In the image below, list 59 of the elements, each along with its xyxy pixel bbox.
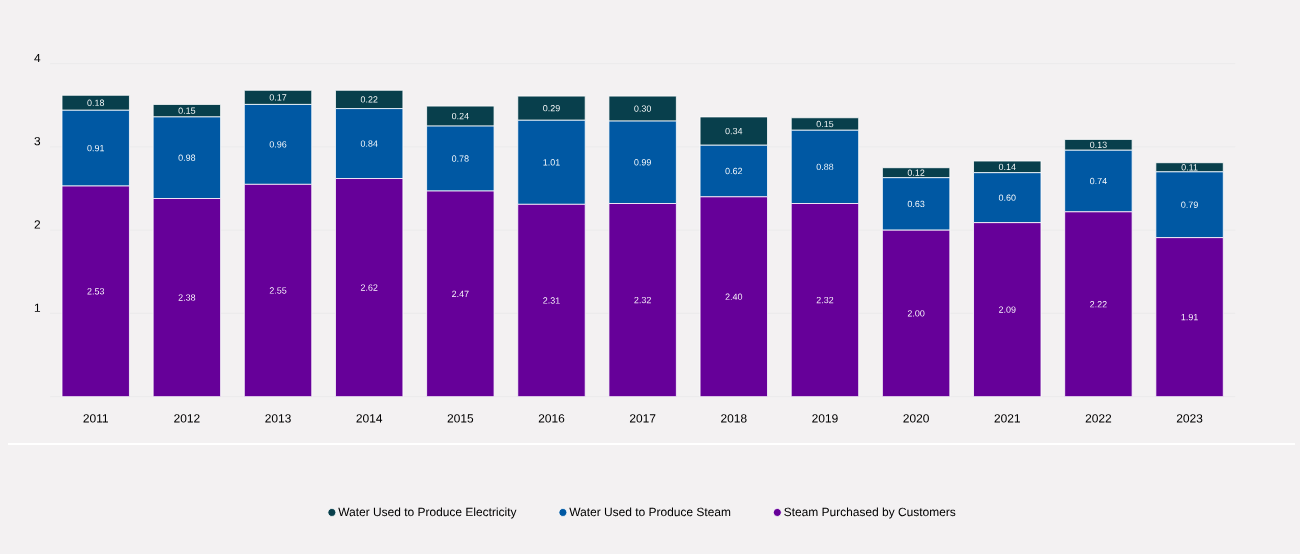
data-label: 2.32 bbox=[816, 296, 834, 304]
data-label: 0.98 bbox=[178, 154, 196, 161]
x-tick-label: 2020 bbox=[903, 414, 929, 423]
data-label: 0.13 bbox=[1090, 141, 1107, 148]
data-label: 0.96 bbox=[269, 141, 287, 148]
data-label: 2.32 bbox=[634, 296, 651, 304]
x-tick-label: 2019 bbox=[812, 414, 838, 423]
data-label: 2.47 bbox=[452, 290, 469, 297]
data-label: 2.22 bbox=[1090, 301, 1107, 308]
legend-label: Water Used to Produce Steam bbox=[569, 507, 731, 517]
data-label: 0.99 bbox=[634, 159, 651, 166]
data-label: 0.17 bbox=[269, 94, 287, 101]
data-label: 0.18 bbox=[87, 99, 105, 106]
x-tick-label: 2021 bbox=[994, 414, 1020, 423]
data-label: 0.15 bbox=[178, 107, 196, 114]
data-label: 0.29 bbox=[543, 105, 560, 112]
legend-label: Steam Purchased by Customers bbox=[784, 507, 956, 519]
data-label: 0.34 bbox=[725, 127, 743, 135]
data-label: 0.60 bbox=[998, 194, 1016, 201]
data-label: 0.84 bbox=[360, 140, 378, 147]
data-label: 1.91 bbox=[1181, 313, 1198, 321]
data-label: 2.40 bbox=[725, 293, 743, 300]
data-label: 0.78 bbox=[451, 155, 469, 162]
x-tick-label: 2018 bbox=[721, 414, 747, 423]
data-label: 0.11 bbox=[1181, 164, 1198, 171]
data-label: 0.63 bbox=[907, 200, 925, 208]
y-tick-label: 4 bbox=[34, 53, 41, 63]
data-label: 2.31 bbox=[543, 297, 560, 304]
y-tick-label: 2 bbox=[34, 220, 41, 229]
x-tick-label: 2011 bbox=[83, 414, 108, 423]
data-label: 2.62 bbox=[360, 284, 378, 291]
data-label: 0.74 bbox=[1090, 177, 1107, 185]
x-tick-label: 2013 bbox=[265, 414, 291, 423]
data-label: 2.38 bbox=[178, 294, 196, 301]
x-tick-label: 2014 bbox=[356, 414, 383, 423]
data-label: 0.22 bbox=[360, 96, 378, 103]
x-tick-label: 2015 bbox=[447, 414, 474, 423]
y-tick-label: 1 bbox=[34, 303, 41, 312]
x-tick-label: 2016 bbox=[538, 414, 565, 423]
x-tick-label: 2022 bbox=[1085, 414, 1112, 423]
x-tick-label: 2017 bbox=[629, 414, 656, 423]
legend-label: Water Used to Produce Electricity bbox=[338, 507, 517, 519]
x-tick-label: 2023 bbox=[1176, 414, 1203, 423]
data-label: 2.53 bbox=[87, 288, 105, 295]
data-label: 0.15 bbox=[816, 120, 834, 128]
data-label: 0.30 bbox=[634, 105, 652, 112]
data-label: 1.01 bbox=[543, 159, 560, 166]
data-label: 2.09 bbox=[998, 306, 1016, 313]
data-label: 0.91 bbox=[87, 144, 105, 152]
data-label: 0.14 bbox=[998, 163, 1016, 171]
data-label: 2.55 bbox=[269, 287, 287, 294]
data-label: 0.62 bbox=[725, 167, 743, 175]
x-tick-label: 2012 bbox=[174, 414, 200, 423]
data-label: 0.88 bbox=[816, 163, 834, 171]
y-tick-label: 3 bbox=[34, 136, 41, 146]
data-label: 0.79 bbox=[1181, 201, 1198, 208]
data-label: 0.12 bbox=[907, 169, 925, 176]
data-label: 0.24 bbox=[451, 112, 469, 120]
data-label: 2.00 bbox=[907, 310, 925, 317]
